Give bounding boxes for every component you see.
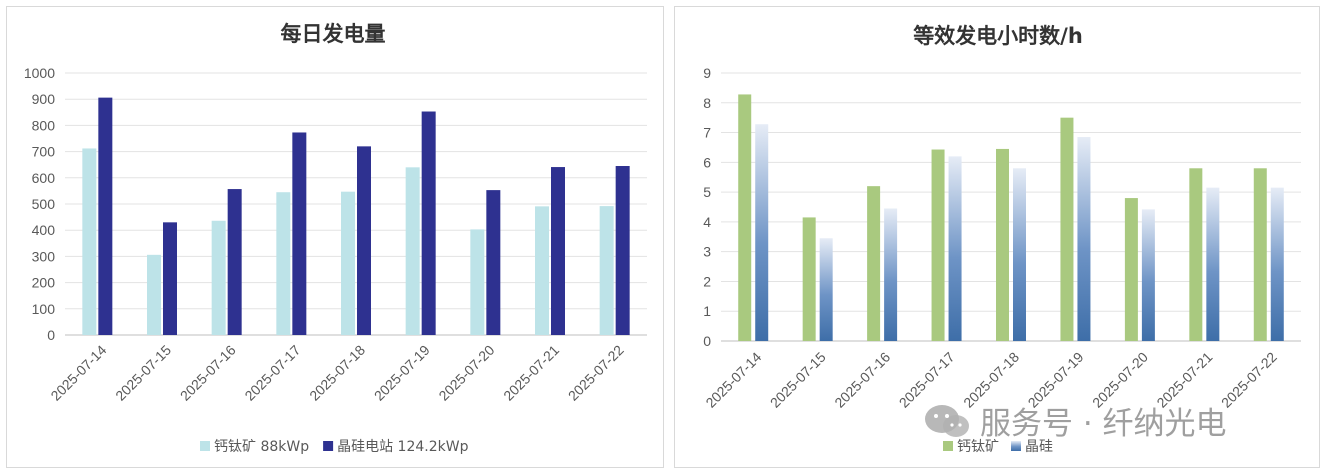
chart-title: 等效发电小时数/h [913, 24, 1083, 48]
x-tick-label: 2025-07-15 [112, 342, 174, 404]
bar-crystalline-silicon [227, 189, 242, 335]
y-tick-label: 700 [32, 144, 56, 160]
bar-perovskite [1253, 168, 1267, 341]
wechat-icon [925, 405, 969, 437]
bar-perovskite [599, 206, 614, 335]
bar-crystalline-silicon [1077, 137, 1091, 341]
bar-perovskite [867, 186, 881, 341]
y-tick-label: 100 [32, 301, 56, 317]
bar-crystalline-silicon [357, 146, 371, 335]
x-tick-label: 2025-07-22 [565, 342, 627, 404]
legend-swatch [200, 441, 210, 451]
bar-crystalline-silicon [1141, 209, 1155, 341]
x-tick-label: 2025-07-16 [177, 342, 239, 404]
x-tick-label: 2025-07-20 [435, 342, 497, 404]
bar-perovskite [147, 254, 161, 335]
bar-perovskite [1124, 198, 1138, 341]
bar-perovskite [276, 192, 291, 335]
daily-generation-chart: 每日发电量 0 100 200 300 400 500 600 700 800 900 1000 202… [24, 22, 647, 455]
y-tick-label: 300 [32, 248, 56, 264]
bar-crystalline-silicon [615, 166, 630, 335]
daily-generation-chart-panel: 每日发电量 0 100 200 300 400 500 600 700 800 900 1000 202… [6, 6, 664, 468]
equivalent-hours-chart-panel: 等效发电小时数/h 0 1 2 3 4 5 6 7 8 9 2025-07-14 2025-07-15 2… [674, 6, 1320, 468]
bar-crystalline-silicon [98, 97, 113, 336]
bar-perovskite [82, 148, 97, 335]
legend-label: 晶硅电站 124.2kWp [337, 439, 468, 455]
bar-perovskite [1060, 117, 1074, 342]
bar-crystalline-silicon [292, 132, 307, 335]
bar-perovskite [996, 148, 1009, 341]
legend-label: 钙钛矿 [957, 439, 999, 455]
y-tick-label: 8 [703, 95, 711, 111]
y-tick-label: 9 [703, 65, 711, 81]
y-tick-label: 900 [32, 91, 56, 107]
bar-crystalline-silicon [755, 124, 769, 342]
y-tick-label: 4 [703, 214, 711, 230]
bar-crystalline-silicon [884, 208, 898, 341]
y-tick-label: 800 [32, 117, 56, 133]
bar-crystalline-silicon [421, 111, 436, 335]
watermark-text: 服务号 · 纤纳光电 [980, 406, 1227, 442]
equivalent-hours-chart: 等效发电小时数/h 0 1 2 3 4 5 6 7 8 9 2025-07-14 2025-07-15 2… [702, 24, 1301, 455]
y-tick-label: 1 [703, 303, 711, 319]
chart-title: 每日发电量 [281, 22, 386, 46]
legend-swatch [943, 441, 953, 451]
legend-label: 钙钛矿 88kWp [214, 439, 309, 455]
y-tick-label: 7 [703, 125, 711, 141]
y-tick-label: 5 [703, 184, 711, 200]
bar-perovskite [535, 206, 549, 335]
bar-perovskite [1189, 168, 1203, 341]
y-tick-label: 0 [47, 327, 55, 343]
y-tick-label: 200 [32, 275, 56, 291]
y-tick-label: 3 [703, 244, 711, 260]
x-tick-label: 2025-07-18 [306, 342, 368, 404]
bar-perovskite [405, 167, 420, 335]
y-tick-label: 1000 [24, 65, 55, 81]
x-tick-label: 2025-07-19 [371, 342, 433, 404]
x-tick-label: 2025-07-14 [702, 349, 764, 411]
legend-label: 晶硅 [1025, 439, 1053, 455]
bar-crystalline-silicon [819, 238, 833, 341]
bar-perovskite [211, 220, 226, 335]
x-tick-label: 2025-07-17 [241, 342, 303, 404]
x-tick-label: 2025-07-14 [47, 342, 109, 404]
y-tick-label: 400 [32, 222, 56, 238]
watermark: 服务号 · 纤纳光电 [920, 394, 1300, 444]
x-tick-label: 2025-07-21 [500, 342, 562, 404]
bar-crystalline-silicon [551, 167, 565, 335]
y-tick-label: 500 [32, 196, 56, 212]
bar-perovskite [470, 229, 485, 335]
legend-swatch [323, 441, 334, 451]
bar-crystalline-silicon [1013, 168, 1026, 341]
x-tick-label: 2025-07-16 [831, 349, 893, 411]
bar-perovskite [802, 217, 816, 341]
y-tick-label: 6 [703, 154, 711, 170]
legend-swatch [1011, 441, 1021, 451]
y-tick-label: 2 [703, 273, 711, 289]
bar-crystalline-silicon [163, 222, 177, 335]
x-tick-label: 2025-07-15 [767, 349, 829, 411]
bar-perovskite [341, 191, 355, 335]
bar-crystalline-silicon [1206, 187, 1220, 341]
y-tick-label: 600 [32, 170, 56, 186]
bar-crystalline-silicon [1270, 187, 1284, 341]
bar-crystalline-silicon [948, 156, 962, 341]
bar-perovskite [931, 149, 945, 341]
bar-crystalline-silicon [486, 190, 501, 335]
y-tick-label: 0 [703, 333, 711, 349]
bar-perovskite [738, 94, 752, 341]
